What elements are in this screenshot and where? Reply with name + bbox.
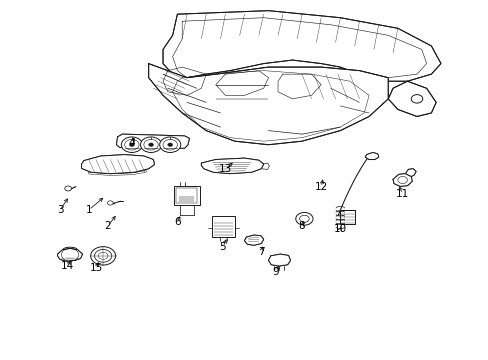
Polygon shape: [405, 169, 415, 176]
Text: 3: 3: [57, 205, 63, 215]
Text: 15: 15: [89, 263, 102, 273]
Circle shape: [64, 186, 71, 191]
Text: 10: 10: [333, 224, 346, 234]
Text: 13: 13: [218, 165, 231, 174]
Text: 4: 4: [128, 138, 135, 148]
Polygon shape: [387, 81, 435, 117]
Circle shape: [140, 137, 161, 153]
Polygon shape: [58, 248, 82, 261]
Circle shape: [121, 137, 142, 153]
Polygon shape: [268, 254, 290, 266]
Circle shape: [167, 143, 172, 147]
Text: 7: 7: [258, 247, 264, 257]
Text: 14: 14: [61, 261, 74, 271]
Circle shape: [410, 95, 422, 103]
Text: 5: 5: [219, 242, 226, 252]
FancyBboxPatch shape: [173, 186, 200, 206]
Text: 12: 12: [314, 182, 327, 192]
Text: 11: 11: [395, 189, 408, 199]
Text: 9: 9: [272, 267, 278, 277]
Polygon shape: [201, 158, 263, 174]
Text: 1: 1: [85, 205, 92, 215]
Polygon shape: [392, 174, 411, 186]
Circle shape: [107, 201, 113, 205]
Text: 6: 6: [174, 217, 181, 227]
Polygon shape: [244, 235, 263, 245]
Polygon shape: [365, 153, 378, 159]
Polygon shape: [148, 64, 387, 145]
Circle shape: [160, 137, 181, 153]
Circle shape: [295, 212, 312, 225]
Circle shape: [129, 143, 134, 147]
Circle shape: [90, 247, 115, 265]
Polygon shape: [116, 134, 189, 148]
Polygon shape: [163, 11, 440, 81]
Circle shape: [148, 143, 153, 147]
Polygon shape: [81, 154, 154, 174]
Text: 8: 8: [298, 221, 305, 231]
FancyBboxPatch shape: [340, 210, 354, 224]
FancyBboxPatch shape: [211, 216, 234, 237]
Text: 2: 2: [104, 221, 111, 231]
